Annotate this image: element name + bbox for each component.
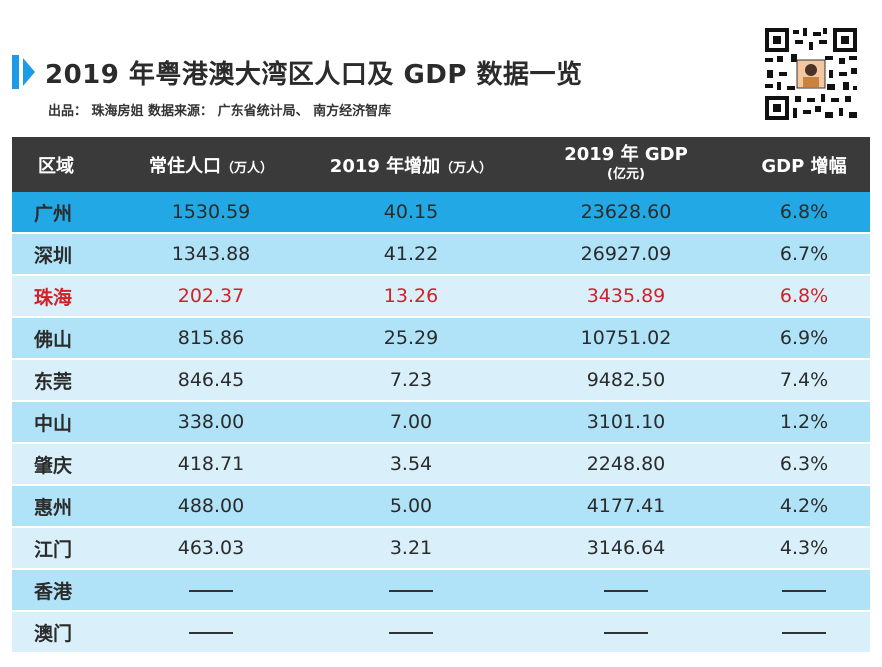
cell-growth [738,612,870,654]
col-header-population: 常住人口（万人） [114,137,308,192]
table-row: 中山 338.00 7.00 3101.10 1.2% [12,402,870,444]
cell-population: 202.37 [114,276,308,318]
cell-region: 惠州 [12,486,114,528]
cell-growth: 6.9% [738,318,870,360]
table-row: 深圳 1343.88 41.22 26927.09 6.7% [12,234,870,276]
dash-mark [782,589,826,592]
dash-mark [189,589,233,592]
cell-increase: 13.26 [308,276,514,318]
table-row: 江门 463.03 3.21 3146.64 4.3% [12,528,870,570]
col-header-increase: 2019 年增加（万人） [308,137,514,192]
cell-growth: 6.8% [738,192,870,234]
cell-gdp [514,612,738,654]
cell-region: 佛山 [12,318,114,360]
title-accent-bar [12,55,19,89]
cell-increase: 41.22 [308,234,514,276]
data-table: 区域 常住人口（万人） 2019 年增加（万人） 2019 年 GDP (亿元) … [12,137,870,654]
cell-increase: 3.54 [308,444,514,486]
cell-population: 338.00 [114,402,308,444]
cell-gdp: 23628.60 [514,192,738,234]
table-row: 澳门 [12,612,870,654]
cell-increase: 40.15 [308,192,514,234]
table-row: 惠州 488.00 5.00 4177.41 4.2% [12,486,870,528]
cell-region: 珠海 [12,276,114,318]
cell-increase: 7.00 [308,402,514,444]
cell-population: 418.71 [114,444,308,486]
cell-growth: 6.7% [738,234,870,276]
cell-population: 1343.88 [114,234,308,276]
dash-mark [782,631,826,634]
cell-gdp: 3101.10 [514,402,738,444]
cell-population: 1530.59 [114,192,308,234]
cell-region: 中山 [12,402,114,444]
table-row: 肇庆 418.71 3.54 2248.80 6.3% [12,444,870,486]
cell-gdp: 2248.80 [514,444,738,486]
cell-gdp: 26927.09 [514,234,738,276]
cell-increase [308,570,514,612]
page-title: 2019 年粤港澳大湾区人口及 GDP 数据一览 [45,59,583,90]
cell-region: 澳门 [12,612,114,654]
cell-increase: 7.23 [308,360,514,402]
cell-gdp: 4177.41 [514,486,738,528]
table-row: 香港 [12,570,870,612]
table-row: 佛山 815.86 25.29 10751.02 6.9% [12,318,870,360]
cell-gdp: 3146.64 [514,528,738,570]
cell-gdp: 9482.50 [514,360,738,402]
cell-gdp [514,570,738,612]
cell-gdp: 3435.89 [514,276,738,318]
cell-increase: 25.29 [308,318,514,360]
table-row: 广州 1530.59 40.15 23628.60 6.8% [12,192,870,234]
cell-population [114,612,308,654]
title-accent-arrow [23,58,35,86]
dash-mark [189,631,233,634]
dash-mark [604,631,648,634]
title-block: 2019 年粤港澳大湾区人口及 GDP 数据一览 [12,52,583,92]
cell-region: 肇庆 [12,444,114,486]
qr-code-icon [763,26,859,122]
cell-region: 江门 [12,528,114,570]
cell-population: 815.86 [114,318,308,360]
cell-growth: 4.2% [738,486,870,528]
cell-population: 463.03 [114,528,308,570]
cell-region: 东莞 [12,360,114,402]
cell-growth: 7.4% [738,360,870,402]
cell-region: 深圳 [12,234,114,276]
table-row: 东莞 846.45 7.23 9482.50 7.4% [12,360,870,402]
cell-growth [738,570,870,612]
cell-growth: 6.3% [738,444,870,486]
cell-population: 846.45 [114,360,308,402]
cell-gdp: 10751.02 [514,318,738,360]
cell-increase [308,612,514,654]
table-row: 珠海 202.37 13.26 3435.89 6.8% [12,276,870,318]
cell-population: 488.00 [114,486,308,528]
col-header-region: 区域 [12,137,114,192]
table-header-row: 区域 常住人口（万人） 2019 年增加（万人） 2019 年 GDP (亿元) … [12,137,870,192]
cell-region: 香港 [12,570,114,612]
cell-growth: 1.2% [738,402,870,444]
cell-growth: 6.8% [738,276,870,318]
cell-population [114,570,308,612]
dash-mark [389,589,433,592]
page-subtitle: 出品： 珠海房姐 数据来源： 广东省统计局、 南方经济智库 [48,104,392,119]
cell-increase: 3.21 [308,528,514,570]
cell-growth: 4.3% [738,528,870,570]
col-header-gdp: 2019 年 GDP (亿元) [514,137,738,192]
cell-increase: 5.00 [308,486,514,528]
dash-mark [604,589,648,592]
col-header-growth: GDP 增幅 [738,137,870,192]
dash-mark [389,631,433,634]
cell-region: 广州 [12,192,114,234]
